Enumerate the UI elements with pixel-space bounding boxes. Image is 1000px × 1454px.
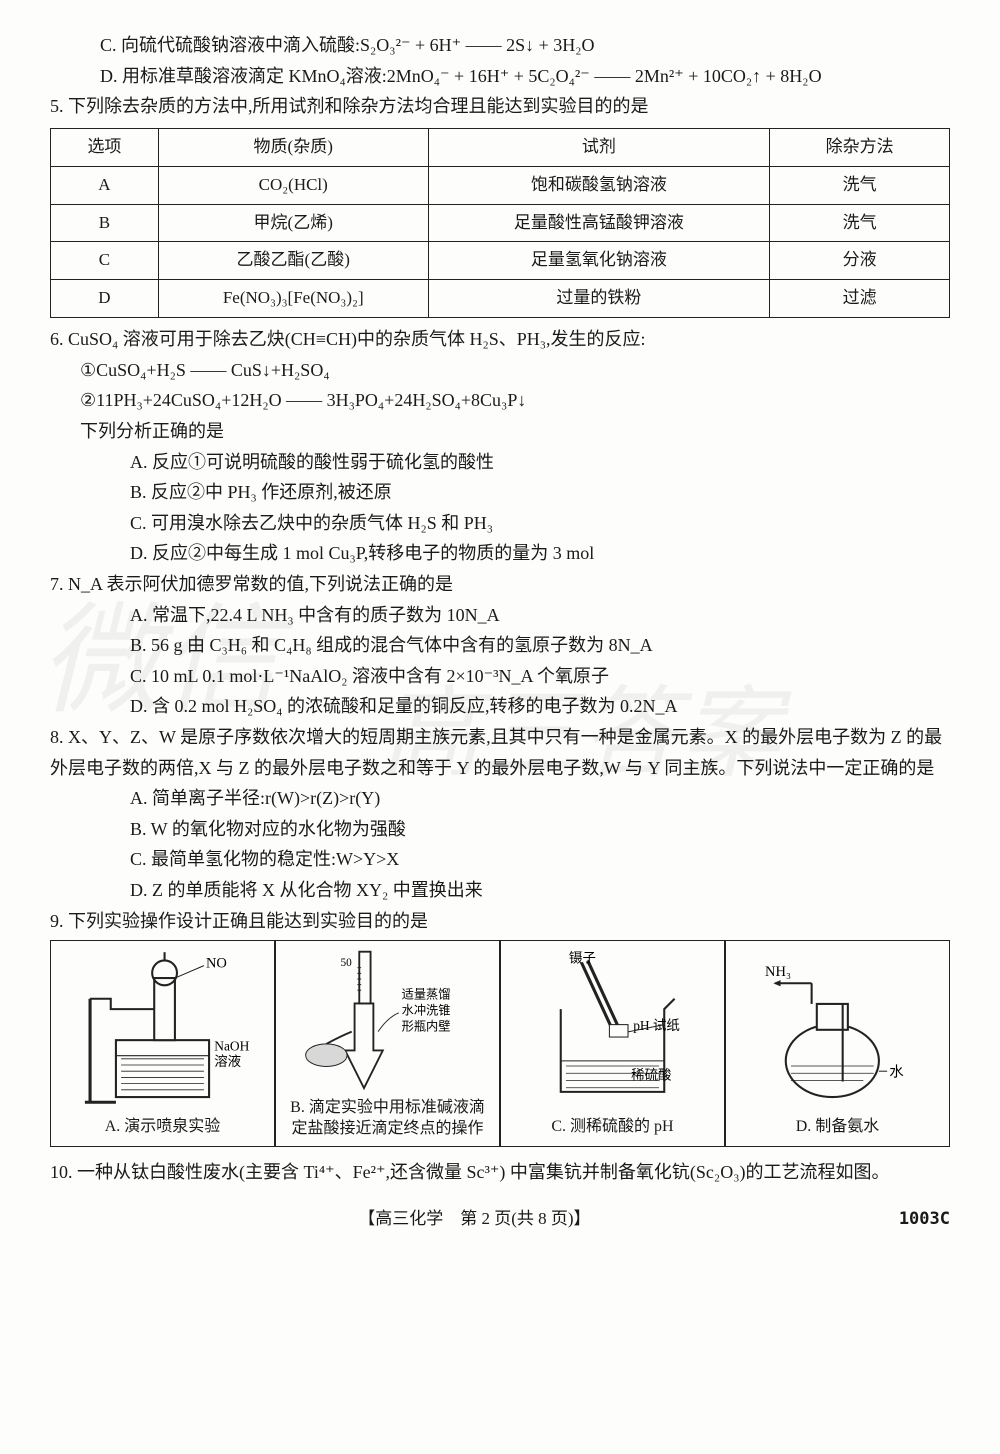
prev-option-d: D. 用标准草酸溶液滴定 KMnO₄溶液:2MnO₄⁻ + 16H⁺ + 5C₂…: [50, 61, 950, 92]
q9-B-label: B. 滴定实验中用标准碱液滴定盐酸接近滴定终点的操作: [284, 1098, 491, 1140]
q9-figD-water: 水: [889, 1063, 904, 1080]
q9-opt-D: NH₃ 水 D. 制备氨水: [725, 940, 950, 1147]
q9-figC-ph: pH 试纸: [633, 1018, 680, 1033]
q7-B: B. 56 g 由 C₃H₆ 和 C₄H₈ 组成的混合气体中含有的氢原子数为 8…: [50, 630, 950, 661]
q5-r0c0: A: [51, 166, 159, 204]
q5-table: 选项 物质(杂质) 试剂 除杂方法 A CO₂(HCl) 饱和碳酸氢钠溶液 洗气…: [50, 128, 950, 318]
q5-r2c1: 乙酸乙酯(乙酸): [158, 242, 428, 280]
q8-D: D. Z 的单质能将 X 从化合物 XY₂ 中置换出来: [50, 875, 950, 906]
q9-opt-C: 镊子 pH 试纸 稀硫酸 C. 测稀硫酸的 pH: [500, 940, 725, 1147]
q9-C-label: C. 测稀硫酸的 pH: [551, 1113, 673, 1140]
q5-r1c1: 甲烷(乙烯): [158, 204, 428, 242]
q9-figC-icon: 镊子 pH 试纸 稀硫酸: [509, 947, 716, 1113]
q6-sub: 下列分析正确的是: [50, 416, 950, 447]
q6-A: A. 反应①可说明硫酸的酸性弱于硫化氢的酸性: [50, 447, 950, 478]
q6-eq2: ②11PH₃+24CuSO₄+12H₂O —— 3H₃PO₄+24H₂SO₄+8…: [50, 385, 950, 416]
footer-right: 1003C: [899, 1205, 950, 1234]
q9-figB-icon: 50 适量蒸馏 水冲洗锥 形瓶内壁: [284, 947, 491, 1098]
q9-figD-icon: NH₃ 水: [734, 947, 941, 1113]
q9-figB-t3: 形瓶内壁: [402, 1019, 451, 1034]
q9-figC-acid: 稀硫酸: [631, 1068, 672, 1083]
q8-B: B. W 的氧化物对应的水化物为强酸: [50, 814, 950, 845]
q8-stem-text: 8. X、Y、Z、W 是原子序数依次增大的短周期主族元素,且其中只有一种是金属元…: [50, 727, 942, 778]
q9-D-label: D. 制备氨水: [796, 1113, 880, 1140]
q7-D: D. 含 0.2 mol H₂SO₄ 的浓硫酸和足量的铜反应,转移的电子数为 0…: [50, 691, 950, 722]
q7-A: A. 常温下,22.4 L NH₃ 中含有的质子数为 10N_A: [50, 600, 950, 631]
q6-eq1: ①CuSO₄+H₂S —— CuS↓+H₂SO₄: [50, 355, 950, 386]
q7-C: C. 10 mL 0.1 mol·L⁻¹NaAlO₂ 溶液中含有 2×10⁻³N…: [50, 661, 950, 692]
q10-stem: 10. 一种从钛白酸性废水(主要含 Ti⁴⁺、Fe²⁺,还含微量 Sc³⁺) 中…: [50, 1157, 950, 1188]
footer-center: 【高三化学 第 2 页(共 8 页)】: [358, 1209, 590, 1228]
q9-opt-A: NO NaOH 溶液 A. 演示喷泉实验: [50, 940, 275, 1147]
q5-r2c3: 分液: [770, 242, 950, 280]
q9-figA-icon: NO NaOH 溶液: [59, 947, 266, 1113]
q6-stem: 6. CuSO₄ 溶液可用于除去乙炔(CH≡CH)中的杂质气体 H₂S、PH₃,…: [50, 324, 950, 355]
q6-D: D. 反应②中每生成 1 mol Cu₃P,转移电子的物质的量为 3 mol: [50, 538, 950, 569]
prev-option-c: C. 向硫代硫酸钠溶液中滴入硫酸:S₂O₃²⁻ + 6H⁺ —— 2S↓ + 3…: [50, 30, 950, 61]
q5-r0c3: 洗气: [770, 166, 950, 204]
q5-r1c0: B: [51, 204, 159, 242]
q6-C: C. 可用溴水除去乙炔中的杂质气体 H₂S 和 PH₃: [50, 508, 950, 539]
q5-r2c0: C: [51, 242, 159, 280]
q5-r3c0: D: [51, 280, 159, 318]
q5-th-0: 选项: [51, 128, 159, 166]
q9-options-row: NO NaOH 溶液 A. 演示喷泉实验 50 适量蒸馏 水冲洗锥 形瓶内壁: [50, 940, 950, 1147]
q5-th-1: 物质(杂质): [158, 128, 428, 166]
q9-figD-nh3: NH₃: [765, 964, 791, 980]
q5-r3c1: Fe(NO₃)₃[Fe(NO₃)₂]: [158, 280, 428, 318]
q5-stem: 5. 下列除去杂质的方法中,所用试剂和除杂方法均合理且能达到实验目的的是: [50, 91, 950, 122]
q7-stem: 7. N_A 表示阿伏加德罗常数的值,下列说法正确的是: [50, 569, 950, 600]
q9-figA-NO: NO: [206, 956, 227, 972]
q9-stem: 9. 下列实验操作设计正确且能达到实验目的的是: [50, 906, 950, 937]
q8-A: A. 简单离子半径:r(W)>r(Z)>r(Y): [50, 783, 950, 814]
q5-th-3: 除杂方法: [770, 128, 950, 166]
q5-r3c3: 过滤: [770, 280, 950, 318]
q5-r3c2: 过量的铁粉: [428, 280, 770, 318]
q9-figB-t1: 适量蒸馏: [402, 987, 451, 1002]
page-footer: 【高三化学 第 2 页(共 8 页)】 1003C: [50, 1205, 950, 1234]
q8-C: C. 最简单氢化物的稳定性:W>Y>X: [50, 844, 950, 875]
q5-r2c2: 足量氢氧化钠溶液: [428, 242, 770, 280]
q6-B: B. 反应②中 PH₃ 作还原剂,被还原: [50, 477, 950, 508]
q9-figC-tw: 镊子: [569, 951, 596, 966]
q5-r1c3: 洗气: [770, 204, 950, 242]
q9-figB-50: 50: [340, 957, 352, 969]
q9-A-label: A. 演示喷泉实验: [105, 1113, 221, 1140]
q5-th-2: 试剂: [428, 128, 770, 166]
q5-r1c2: 足量酸性高锰酸钾溶液: [428, 204, 770, 242]
q9-opt-B: 50 适量蒸馏 水冲洗锥 形瓶内壁 B. 滴定实验中用标准碱液滴定盐酸接近滴定终…: [275, 940, 500, 1147]
q8-stem: 8. X、Y、Z、W 是原子序数依次增大的短周期主族元素,且其中只有一种是金属元…: [50, 722, 950, 783]
q5-r0c2: 饱和碳酸氢钠溶液: [428, 166, 770, 204]
q5-r0c1: CO₂(HCl): [158, 166, 428, 204]
q9-figA-NaOH: NaOH: [214, 1039, 249, 1054]
q9-figB-t2: 水冲洗锥: [402, 1003, 451, 1018]
q9-figA-sol: 溶液: [214, 1054, 241, 1069]
